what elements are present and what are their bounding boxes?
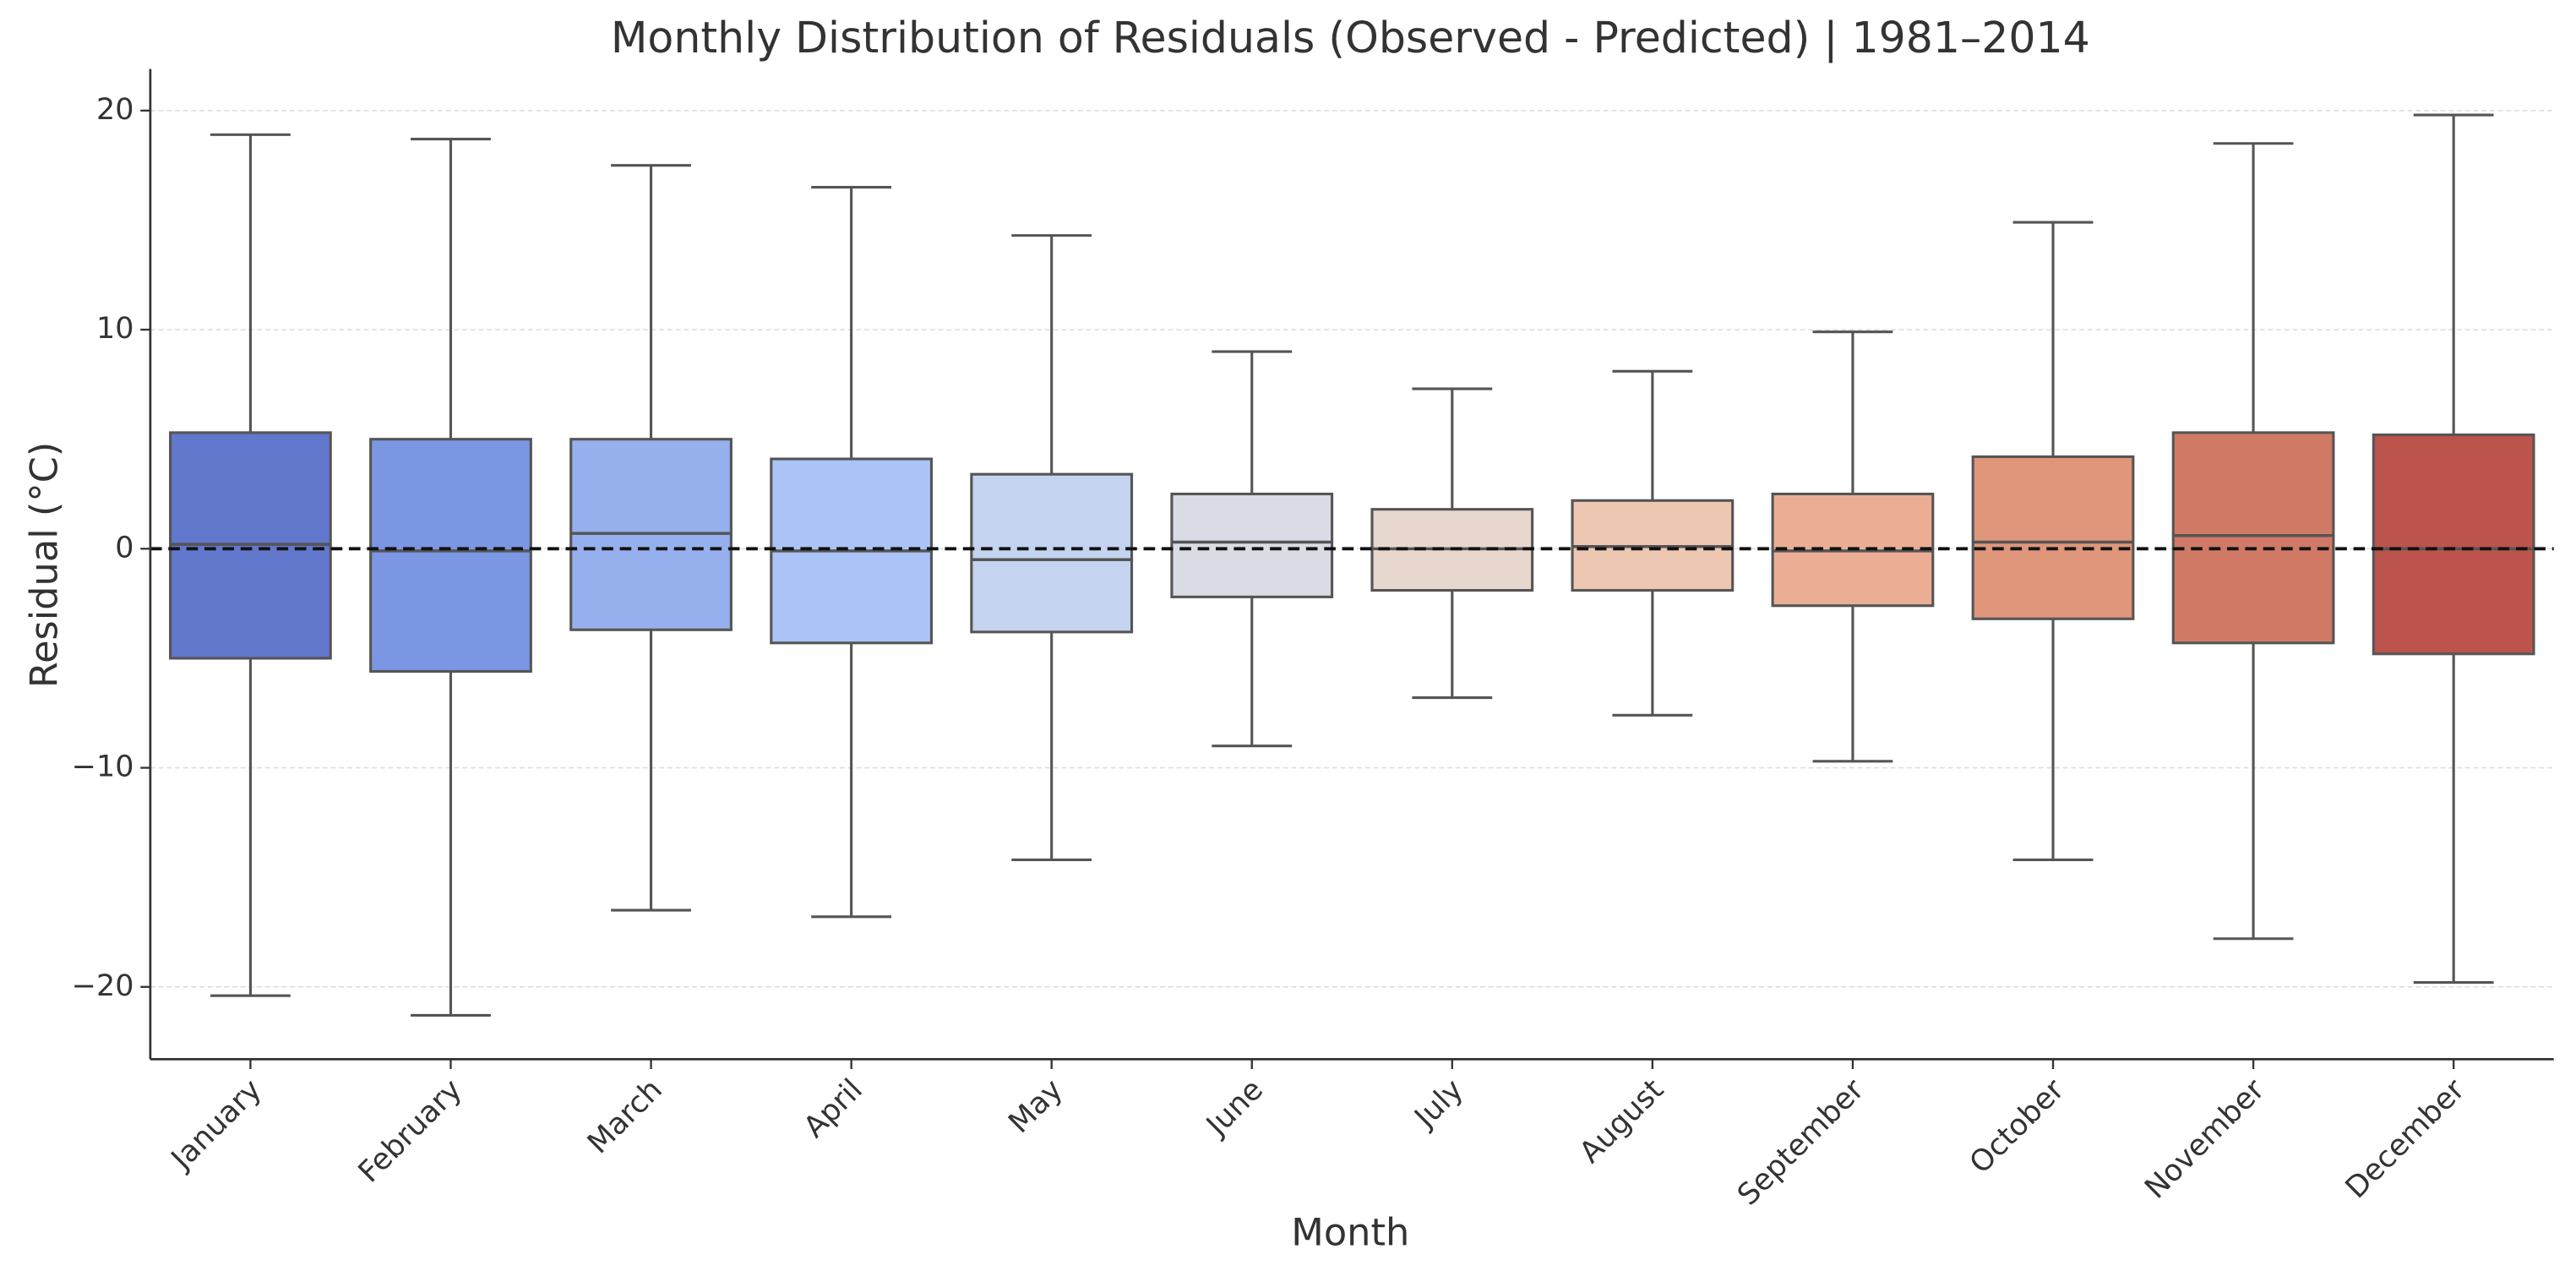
x-tick-label: October	[1963, 1072, 2072, 1181]
x-tick-label: August	[1573, 1073, 1670, 1170]
y-tick-label: −10	[72, 750, 134, 784]
box	[369, 438, 532, 674]
x-axis-label: Month	[1291, 1210, 1409, 1254]
box	[2171, 431, 2335, 645]
x-tick-label: July	[1408, 1073, 1470, 1136]
y-tick-label: 0	[115, 531, 133, 565]
x-tick-label: September	[1731, 1072, 1871, 1212]
x-tick-label: April	[798, 1073, 869, 1145]
x-tick-label: May	[1002, 1073, 1069, 1140]
x-tick-label: January	[164, 1073, 268, 1177]
x-tick-label: November	[2138, 1072, 2271, 1205]
x-tick-label: December	[2339, 1072, 2472, 1205]
y-tick-label: −20	[72, 969, 134, 1003]
y-axis-label: Residual (°C)	[22, 442, 66, 688]
y-tick-label: 10	[96, 312, 134, 346]
chart-title: Monthly Distribution of Residuals (Obser…	[611, 13, 2090, 63]
box	[1971, 455, 2135, 620]
box	[2372, 433, 2535, 656]
box	[1170, 492, 1334, 598]
x-tick-label: March	[581, 1073, 669, 1161]
x-tick-label: February	[352, 1073, 469, 1190]
box	[970, 472, 1134, 634]
y-tick-label: 20	[96, 93, 134, 127]
x-tick-label: June	[1199, 1073, 1270, 1144]
